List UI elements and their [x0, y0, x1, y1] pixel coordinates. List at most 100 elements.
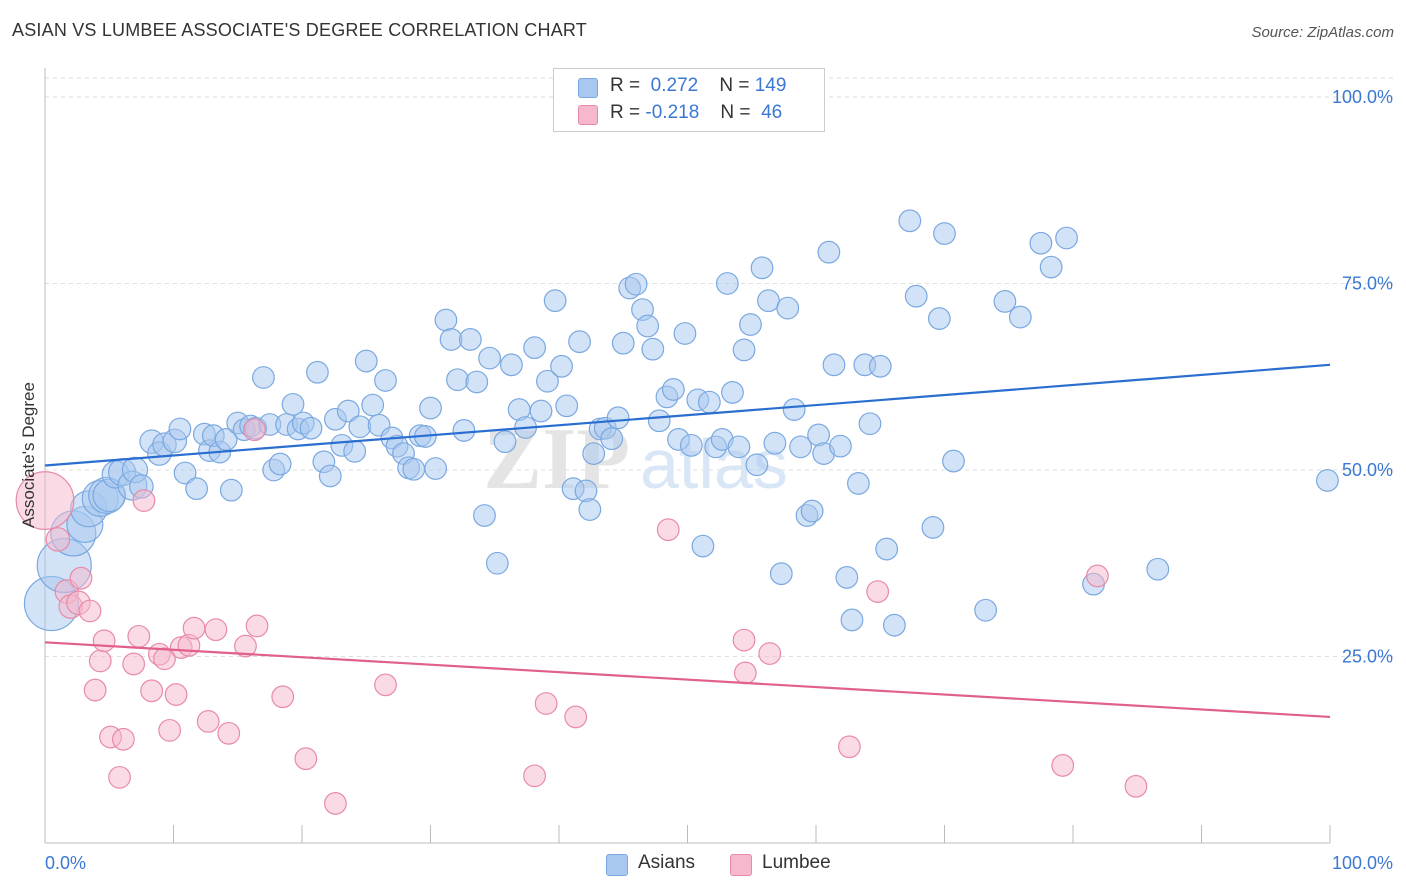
point-asians: [927, 307, 951, 330]
point-asians: [745, 453, 769, 477]
point-asians: [493, 430, 517, 454]
legend-n-label: N =: [720, 102, 751, 123]
point-asians: [921, 516, 945, 539]
x-tick-label-min: 0.0%: [45, 853, 86, 873]
point-lumbee: [866, 580, 890, 603]
legend-r-label: R =: [610, 75, 641, 96]
point-asians: [529, 399, 553, 423]
point-asians: [336, 399, 360, 423]
point-asians: [776, 296, 800, 320]
point-asians: [600, 427, 624, 451]
point-asians: [168, 417, 192, 441]
point-asians: [942, 449, 965, 473]
bottom-legend-lumbee: Lumbee: [730, 852, 850, 878]
point-asians: [993, 290, 1017, 313]
series-asians: [23, 209, 1339, 637]
source-label: Source: ZipAtlas.com: [1251, 24, 1394, 41]
point-lumbee: [127, 624, 151, 648]
point-asians: [536, 369, 559, 393]
point-asians: [974, 598, 998, 622]
point-lumbee: [1051, 754, 1075, 777]
point-asians: [439, 328, 463, 351]
point-asians: [611, 331, 635, 355]
point-asians: [904, 284, 928, 308]
point-asians: [606, 406, 630, 430]
point-asians: [578, 498, 602, 521]
x-tick-label-max: 100.0%: [1332, 853, 1393, 873]
point-lumbee: [158, 718, 182, 742]
point-asians: [933, 222, 956, 245]
point-lumbee: [656, 518, 680, 542]
point-asians: [1008, 305, 1032, 329]
legend-swatch-asians: [578, 78, 598, 98]
point-asians: [555, 394, 579, 418]
point-lumbee: [182, 616, 206, 640]
point-asians: [543, 289, 567, 313]
point-lumbee: [196, 710, 220, 733]
point-lumbee: [92, 629, 116, 653]
point-lumbee: [69, 566, 93, 590]
point-lumbee: [243, 418, 266, 442]
point-asians: [299, 416, 323, 440]
grid-lines: [45, 77, 1393, 657]
point-asians: [173, 461, 197, 485]
point-asians: [769, 562, 793, 586]
point-lumbee: [140, 679, 164, 703]
point-asians: [757, 289, 780, 313]
point-lumbee: [88, 649, 112, 673]
point-lumbee: [1124, 774, 1148, 798]
point-asians: [473, 504, 496, 527]
y-tick-label: 100.0%: [1332, 87, 1393, 107]
point-asians: [721, 381, 744, 404]
point-lumbee: [374, 673, 397, 697]
point-asians: [691, 534, 715, 558]
point-lumbee: [732, 628, 756, 652]
point-asians: [424, 457, 448, 480]
point-asians: [446, 368, 469, 392]
point-asians: [1029, 231, 1053, 255]
point-asians: [782, 398, 806, 421]
legend-r-value: -0.218: [645, 102, 700, 123]
trend-line-asians: [44, 363, 1331, 467]
point-asians: [732, 338, 756, 362]
bottom-legend-swatch-asians: [606, 854, 628, 876]
point-asians: [835, 566, 859, 589]
point-asians: [661, 378, 685, 401]
correlation-legend: R = 0.272 N = 149 R = -0.218 N = 46: [553, 68, 825, 132]
point-asians: [750, 256, 774, 280]
point-asians: [829, 434, 852, 458]
point-lumbee: [294, 747, 318, 771]
point-asians: [185, 477, 209, 501]
point-lumbee: [153, 647, 176, 671]
point-lumbee: [1086, 564, 1109, 588]
legend-r-label: R =: [610, 102, 641, 123]
point-asians: [847, 472, 870, 495]
legend-r-value: 0.272: [650, 75, 699, 96]
point-asians: [868, 354, 892, 378]
point-asians: [402, 457, 426, 481]
series-lumbee: [15, 418, 1148, 815]
point-asians: [452, 419, 476, 442]
point-asians: [882, 613, 906, 637]
bottom-legend-label-asians: Asians: [638, 852, 696, 873]
point-asians: [715, 272, 739, 295]
point-lumbee: [217, 721, 241, 745]
point-lumbee: [564, 705, 588, 729]
point-lumbee: [245, 614, 269, 638]
point-lumbee: [758, 642, 782, 665]
point-asians: [1316, 469, 1339, 492]
trend-lines: [44, 363, 1331, 719]
bottom-legend-swatch-lumbee: [730, 854, 752, 876]
point-asians: [822, 353, 846, 377]
point-asians: [624, 272, 648, 296]
point-lumbee: [271, 685, 295, 709]
tick-labels: 25.0% 50.0% 75.0% 100.0% 0.0% 100.0%: [45, 87, 1393, 873]
point-asians: [361, 393, 385, 417]
legend-n-value: 46: [761, 102, 783, 123]
point-asians: [306, 360, 329, 384]
bottom-legend-asians: Asians: [606, 852, 716, 878]
point-asians: [875, 537, 899, 561]
point-asians: [434, 308, 458, 332]
point-asians: [582, 442, 606, 465]
point-asians: [523, 336, 546, 360]
